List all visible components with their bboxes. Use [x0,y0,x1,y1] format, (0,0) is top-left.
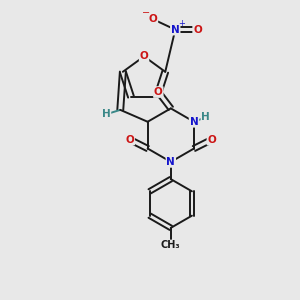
Text: N: N [190,117,198,127]
Text: N: N [167,157,175,167]
Text: H: H [102,109,110,119]
Text: O: O [125,135,134,145]
Text: O: O [154,87,163,97]
Text: N: N [171,25,180,34]
Text: O: O [207,135,216,145]
Text: −: − [142,8,151,18]
Text: +: + [178,19,185,28]
Text: H: H [202,112,210,122]
Text: CH₃: CH₃ [161,240,181,250]
Text: O: O [193,25,202,34]
Text: O: O [148,14,157,24]
Text: O: O [140,51,148,62]
